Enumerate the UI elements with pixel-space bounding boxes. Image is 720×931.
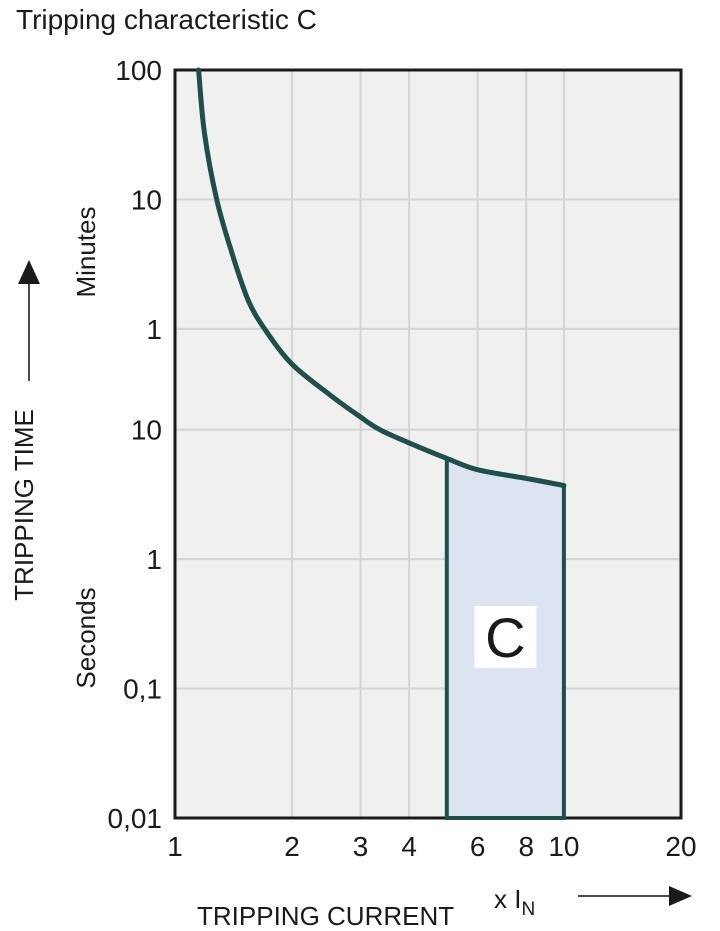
plot-area xyxy=(175,70,681,818)
y-tick-label: 100 xyxy=(115,55,162,86)
x-tick-label: 6 xyxy=(470,831,486,862)
x-tick-label: 10 xyxy=(548,831,579,862)
y-axis-arrow-icon xyxy=(18,260,40,381)
page-title: Tripping characteristic C xyxy=(16,4,317,35)
y-tick-label: 0,01 xyxy=(108,803,163,834)
x-multiplier-prefix: x I xyxy=(494,884,522,914)
x-multiplier-subscript: N xyxy=(521,899,536,920)
y-axis-label: TRIPPING TIME xyxy=(9,409,39,601)
region-label-box xyxy=(474,606,537,669)
plot-frame xyxy=(173,68,683,820)
x-axis-arrow-icon xyxy=(578,886,692,906)
x-tick-label: 20 xyxy=(665,831,696,862)
y-tick-label: 1 xyxy=(146,314,162,345)
region-label: C xyxy=(485,606,525,669)
y-tick-label: 1 xyxy=(146,544,162,575)
y-tick-label: 0,1 xyxy=(123,674,162,705)
y-axis-unit-minutes: Minutes xyxy=(71,206,101,298)
tripping-curve xyxy=(196,67,567,488)
x-tick-label: 3 xyxy=(353,831,369,862)
y-tick-label: 10 xyxy=(131,415,162,446)
x-tick-label: 1 xyxy=(167,831,183,862)
x-tick-label: 8 xyxy=(518,831,534,862)
y-tick-label: 10 xyxy=(131,184,162,215)
y-axis-unit-seconds: Seconds xyxy=(71,587,101,689)
x-tick-label: 2 xyxy=(284,831,300,862)
x-axis-multiplier: x IN xyxy=(494,886,535,923)
x-axis-label: TRIPPING CURRENT xyxy=(197,901,455,931)
x-tick-label: 4 xyxy=(401,831,417,862)
